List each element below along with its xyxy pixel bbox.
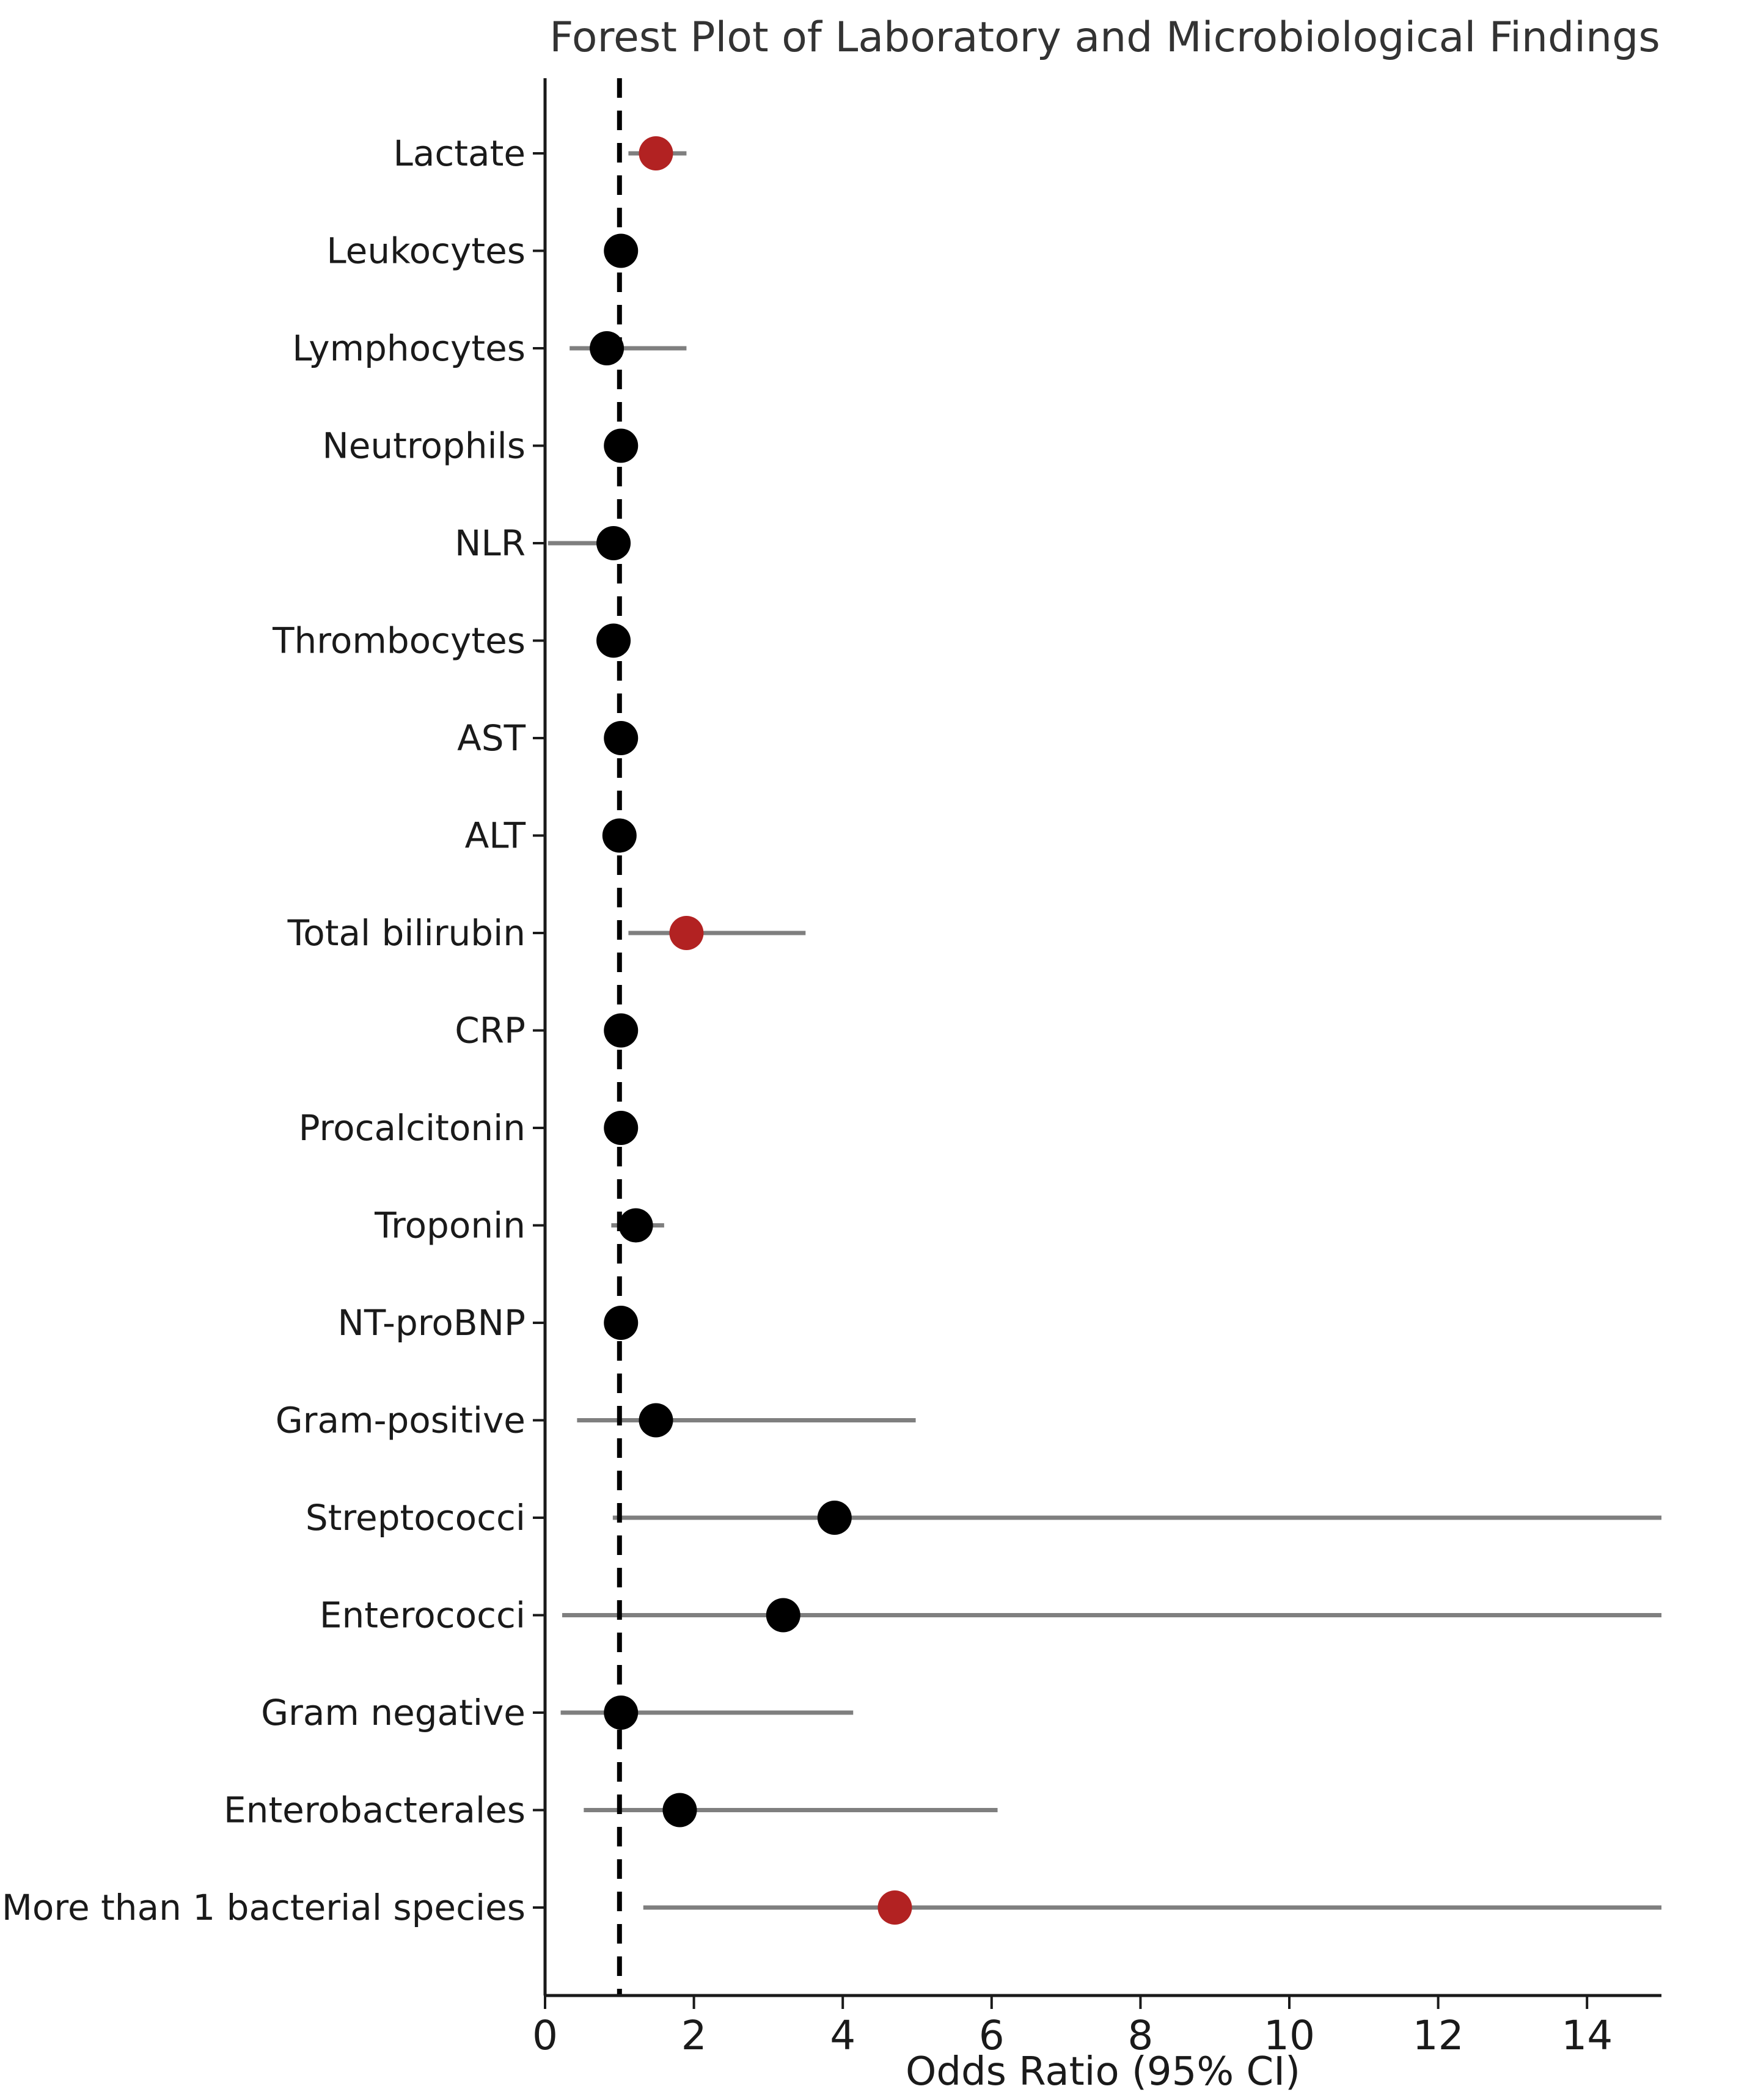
or-marker-gram-positive <box>639 1403 673 1438</box>
x-tick-label-2: 2 <box>681 2012 707 2059</box>
x-axis-label: Odds Ratio (95% CI) <box>906 2049 1300 2095</box>
chart-title: Forest Plot of Laboratory and Microbiolo… <box>549 13 1660 62</box>
x-tick-label-8: 8 <box>1127 2012 1153 2059</box>
or-marker-lactate <box>639 136 673 170</box>
or-marker-total-bilirubin <box>669 916 704 950</box>
row-label-enterococci: Enterococci <box>320 1595 526 1636</box>
row-label-total-bilirubin: Total bilirubin <box>287 912 526 954</box>
row-label-leukocytes: Leukocytes <box>326 230 526 272</box>
or-marker-troponin <box>618 1208 653 1243</box>
or-marker-enterobacterales <box>662 1793 697 1827</box>
or-marker-nlr <box>596 526 631 560</box>
or-marker-gram-negative <box>604 1696 639 1730</box>
x-tick-label-10: 10 <box>1264 2012 1315 2059</box>
or-marker-enterococci <box>766 1598 800 1633</box>
row-label-gram-negative: Gram negative <box>261 1692 526 1733</box>
row-label-nt-probnp: NT-proBNP <box>338 1302 526 1344</box>
row-label-lymphocytes: Lymphocytes <box>292 327 526 369</box>
or-marker-alt <box>602 818 637 853</box>
row-label-more-than-1-bacterial-species: More than 1 bacterial species <box>2 1887 526 1928</box>
row-label-procalcitonin: Procalcitonin <box>299 1107 526 1149</box>
row-label-lactate: Lactate <box>394 133 526 174</box>
row-label-nlr: NLR <box>455 522 526 564</box>
row-label-crp: CRP <box>455 1010 526 1052</box>
plot-area: Lactate Leukocytes Lymphocytes Neutrophils N… <box>2 78 1661 2059</box>
row-label-troponin: Troponin <box>374 1205 526 1246</box>
row-label-alt: ALT <box>465 815 526 857</box>
or-marker-streptococci <box>817 1501 852 1535</box>
or-marker-more-than-1-bacterial-species <box>877 1890 912 1925</box>
or-marker-leukocytes <box>604 233 639 268</box>
or-marker-ast <box>604 721 639 755</box>
row-label-gram-positive: Gram-positive <box>276 1400 526 1441</box>
x-tick-label-4: 4 <box>830 2012 855 2059</box>
row-label-ast: AST <box>457 717 526 759</box>
x-tick-label-0: 0 <box>532 2012 558 2059</box>
row-label-neutrophils: Neutrophils <box>322 425 526 467</box>
or-marker-crp <box>604 1013 639 1048</box>
row-label-streptococci: Streptococci <box>306 1497 526 1538</box>
or-marker-thrombocytes <box>596 623 631 658</box>
or-marker-lymphocytes <box>590 331 624 365</box>
row-label-enterobacterales: Enterobacterales <box>224 1790 526 1831</box>
or-marker-procalcitonin <box>604 1111 639 1145</box>
or-marker-neutrophils <box>604 428 639 463</box>
x-tick-label-14: 14 <box>1561 2012 1613 2059</box>
x-tick-label-12: 12 <box>1413 2012 1464 2059</box>
row-label-thrombocytes: Thrombocytes <box>272 620 526 662</box>
x-tick-label-6: 6 <box>979 2012 1005 2059</box>
or-marker-nt-probnp <box>604 1306 639 1340</box>
